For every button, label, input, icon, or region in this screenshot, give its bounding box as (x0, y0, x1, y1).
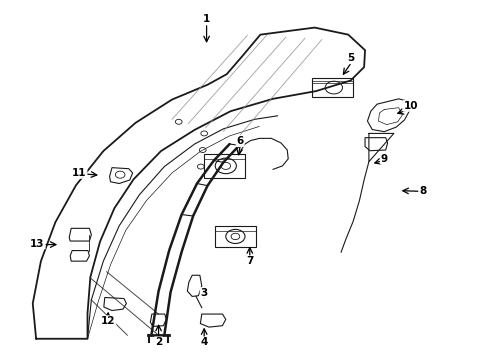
Text: 5: 5 (347, 53, 354, 63)
Polygon shape (200, 314, 226, 327)
Polygon shape (104, 297, 126, 311)
Polygon shape (187, 275, 202, 296)
Polygon shape (110, 168, 133, 184)
Polygon shape (312, 78, 353, 98)
Text: 13: 13 (30, 239, 45, 248)
Text: 4: 4 (200, 337, 208, 347)
Text: 12: 12 (101, 316, 115, 326)
Text: 6: 6 (237, 136, 244, 146)
Text: 9: 9 (381, 154, 388, 164)
Text: 8: 8 (419, 186, 426, 195)
Text: 7: 7 (246, 256, 253, 266)
Text: 3: 3 (200, 288, 208, 298)
Polygon shape (215, 226, 256, 247)
Text: 10: 10 (403, 101, 418, 111)
Polygon shape (69, 228, 91, 241)
Polygon shape (150, 314, 166, 327)
Text: 1: 1 (203, 14, 210, 24)
Polygon shape (70, 251, 89, 261)
Text: 11: 11 (72, 168, 87, 178)
Text: 2: 2 (155, 337, 162, 347)
Polygon shape (368, 99, 409, 132)
Polygon shape (365, 138, 388, 151)
Polygon shape (204, 154, 245, 178)
